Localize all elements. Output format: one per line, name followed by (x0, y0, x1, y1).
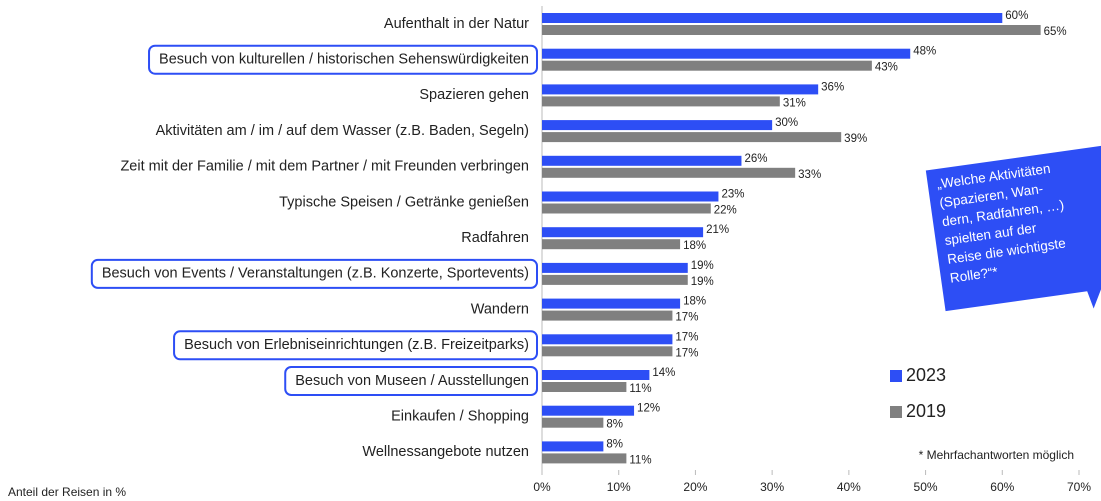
legend-swatch (890, 406, 902, 418)
x-tick-label: 30% (760, 480, 784, 494)
highlight-box (173, 330, 538, 361)
bar (542, 84, 819, 95)
bar (542, 96, 780, 107)
x-tick-label: 50% (914, 480, 938, 494)
value-label: 19% (691, 260, 714, 272)
bar (542, 453, 627, 464)
bar (542, 13, 1003, 23)
value-label: 11% (629, 383, 651, 395)
category-label: Radfahren (461, 230, 529, 246)
value-label: 33% (798, 169, 821, 181)
value-label: 60% (1005, 10, 1028, 22)
category-label: Aufenthalt in der Natur (384, 16, 529, 32)
bar (542, 310, 673, 321)
bar (542, 382, 627, 392)
bar (542, 120, 773, 131)
value-label: 17% (675, 331, 698, 343)
bar (542, 239, 681, 250)
category-label: Wandern (471, 301, 529, 317)
callout-line: Rolle?“* (949, 264, 999, 286)
value-label: 21% (706, 224, 729, 236)
value-label: 30% (775, 117, 798, 129)
bar (542, 334, 673, 345)
category-label: Zeit mit der Familie / mit dem Partner /… (120, 159, 529, 175)
value-label: 14% (652, 367, 675, 379)
category-label: Besuch von Museen / Ausstellungen (295, 373, 529, 389)
x-tick-label: 60% (990, 480, 1014, 494)
bar (542, 298, 681, 309)
bar (542, 227, 704, 238)
x-tick-label: 40% (837, 480, 861, 494)
bar (542, 60, 872, 71)
value-label: 31% (783, 97, 806, 109)
value-label: 17% (675, 347, 698, 359)
highlight-box (284, 366, 538, 396)
value-label: 8% (606, 419, 623, 431)
category-label: Einkaufen / Shopping (391, 409, 529, 425)
category-label: Aktivitäten am / im / auf dem Wasser (z.… (156, 123, 529, 139)
bar (542, 155, 742, 166)
bar (542, 441, 604, 452)
bar (542, 405, 635, 416)
value-label: 18% (683, 296, 706, 308)
legend-swatch (890, 370, 902, 382)
x-tick-label: 0% (533, 480, 551, 494)
value-label: 11% (629, 454, 651, 466)
bar (542, 346, 673, 357)
value-label: 8% (606, 438, 623, 450)
highlight-box (90, 258, 538, 289)
value-label: 43% (875, 62, 898, 74)
value-label: 65% (1044, 26, 1067, 38)
x-tick-label: 70% (1067, 480, 1091, 494)
bar (542, 132, 842, 143)
category-label: Besuch von kulturellen / historischen Se… (159, 52, 529, 68)
legend-label: 2019 (906, 401, 946, 421)
value-label: 18% (683, 240, 706, 252)
bar (542, 262, 688, 273)
bar (542, 274, 688, 285)
value-label: 17% (675, 312, 698, 324)
x-axis-label: Anteil der Reisen in % (8, 485, 126, 499)
category-label: Besuch von Events / Veranstaltungen (z.B… (102, 266, 529, 282)
value-label: 12% (637, 403, 660, 415)
value-label: 39% (844, 133, 867, 145)
value-label: 48% (913, 46, 936, 58)
category-label: Besuch von Erlebniseinrichtungen (z.B. F… (184, 337, 529, 353)
footnote: * Mehrfachantworten möglich (919, 448, 1074, 462)
bar (542, 370, 650, 380)
value-label: 19% (691, 276, 714, 288)
x-tick-label: 20% (683, 480, 707, 494)
category-label: Typische Speisen / Getränke genießen (279, 194, 529, 210)
bar (542, 167, 796, 178)
bar (542, 191, 719, 202)
x-tick-label: 10% (607, 480, 631, 494)
bar (542, 25, 1041, 35)
legend-label: 2023 (906, 365, 946, 385)
category-label: Wellnessangebote nutzen (362, 444, 529, 460)
value-label: 36% (821, 81, 844, 93)
bar (542, 203, 711, 214)
value-label: 22% (714, 205, 737, 217)
bar (542, 417, 604, 428)
category-label: Spazieren gehen (419, 87, 529, 103)
callout (925, 144, 1101, 312)
value-label: 23% (721, 189, 744, 201)
value-label: 26% (744, 153, 767, 165)
bar (542, 48, 911, 59)
callout-box (925, 144, 1101, 312)
highlight-box (148, 44, 538, 75)
